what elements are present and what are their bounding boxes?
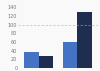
Bar xyxy=(39,56,53,68)
Bar xyxy=(63,42,77,68)
Bar xyxy=(24,52,39,68)
Bar xyxy=(77,12,92,68)
